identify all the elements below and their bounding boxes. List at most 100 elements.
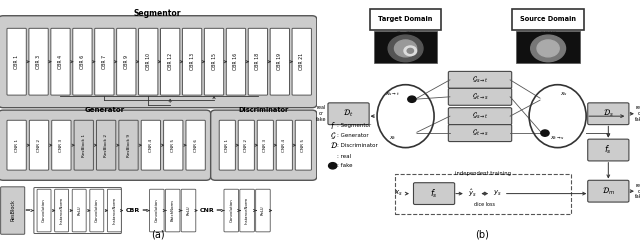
Text: CBR 19: CBR 19: [277, 53, 282, 70]
Text: CNR 3: CNR 3: [60, 139, 63, 152]
Text: CBR 1: CBR 1: [14, 55, 19, 69]
Text: CNR 4: CNR 4: [282, 139, 286, 152]
FancyBboxPatch shape: [211, 110, 317, 180]
FancyBboxPatch shape: [240, 189, 254, 232]
FancyBboxPatch shape: [34, 188, 122, 234]
FancyBboxPatch shape: [139, 28, 158, 95]
Text: CBR 18: CBR 18: [255, 53, 260, 70]
Text: InstanceNorm: InstanceNorm: [60, 197, 63, 224]
FancyBboxPatch shape: [276, 120, 292, 170]
Text: CBR 9: CBR 9: [124, 55, 129, 69]
Text: CBR 16: CBR 16: [234, 53, 239, 70]
FancyBboxPatch shape: [52, 120, 71, 170]
FancyBboxPatch shape: [29, 28, 48, 95]
FancyBboxPatch shape: [292, 28, 312, 95]
FancyBboxPatch shape: [449, 88, 512, 105]
Text: Convolution: Convolution: [95, 199, 99, 222]
Text: Target Domain: Target Domain: [378, 16, 433, 22]
Text: CNR: CNR: [200, 208, 215, 213]
FancyBboxPatch shape: [161, 28, 180, 95]
Text: CBR 4: CBR 4: [58, 55, 63, 69]
FancyBboxPatch shape: [73, 28, 92, 95]
Text: CBR 13: CBR 13: [189, 53, 195, 70]
Text: InstanceNorm: InstanceNorm: [245, 197, 249, 224]
Text: $x_s$: $x_s$: [560, 91, 568, 98]
Text: dice loss: dice loss: [474, 202, 495, 207]
FancyBboxPatch shape: [29, 120, 49, 170]
Circle shape: [541, 96, 549, 102]
Text: ResBlock: ResBlock: [10, 200, 15, 221]
FancyBboxPatch shape: [95, 28, 114, 95]
FancyBboxPatch shape: [1, 187, 25, 234]
FancyBboxPatch shape: [513, 9, 584, 30]
FancyBboxPatch shape: [588, 139, 629, 161]
Text: Discriminator: Discriminator: [239, 106, 289, 113]
Text: CNR 3: CNR 3: [263, 139, 268, 152]
Text: $x_{t \rightarrow s}$: $x_{t \rightarrow s}$: [550, 134, 565, 142]
FancyBboxPatch shape: [220, 120, 236, 170]
FancyBboxPatch shape: [186, 120, 205, 170]
Text: ReLU: ReLU: [77, 206, 81, 215]
Text: $\mathcal{D}_s$: $\mathcal{D}_s$: [603, 108, 614, 120]
Text: $f_s$: $f_s$: [430, 187, 438, 200]
Text: $y_s$: $y_s$: [493, 189, 502, 198]
Text: Convolution: Convolution: [155, 199, 159, 222]
Text: : Generator: : Generator: [337, 133, 369, 138]
Text: $f$: $f$: [330, 120, 335, 131]
Text: $x_{s \rightarrow t}$: $x_{s \rightarrow t}$: [385, 91, 401, 98]
Text: CNR 1: CNR 1: [225, 139, 229, 152]
FancyBboxPatch shape: [37, 189, 51, 232]
Text: $\mathcal{G}_{s \rightarrow t}$: $\mathcal{G}_{s \rightarrow t}$: [472, 75, 488, 85]
Text: CNR 5: CNR 5: [172, 139, 175, 152]
Text: $\mathcal{D}$: $\mathcal{D}$: [330, 140, 337, 150]
Text: $x_s$: $x_s$: [394, 189, 403, 198]
FancyBboxPatch shape: [588, 180, 629, 202]
Text: : Segmentor: : Segmentor: [337, 123, 372, 128]
Text: CBR 7: CBR 7: [102, 55, 107, 69]
FancyBboxPatch shape: [270, 28, 289, 95]
FancyBboxPatch shape: [7, 28, 26, 95]
Text: ResBlock 1: ResBlock 1: [82, 134, 86, 157]
FancyBboxPatch shape: [116, 28, 136, 95]
Text: CBR 12: CBR 12: [168, 53, 173, 70]
FancyBboxPatch shape: [449, 108, 512, 125]
FancyBboxPatch shape: [51, 28, 70, 95]
Text: Source Domain: Source Domain: [520, 16, 576, 22]
Text: : fake: : fake: [337, 163, 353, 168]
FancyBboxPatch shape: [248, 28, 268, 95]
Text: $\mathcal{G}_{t \rightarrow s}$: $\mathcal{G}_{t \rightarrow s}$: [472, 128, 488, 138]
FancyBboxPatch shape: [413, 183, 454, 204]
Text: real
or
fake: real or fake: [316, 106, 327, 122]
FancyBboxPatch shape: [204, 28, 224, 95]
FancyBboxPatch shape: [119, 120, 138, 170]
FancyBboxPatch shape: [141, 120, 161, 170]
Circle shape: [407, 48, 413, 53]
Circle shape: [388, 35, 423, 62]
Text: BatchNorm: BatchNorm: [171, 200, 175, 221]
Circle shape: [328, 153, 337, 159]
Text: InstanceNorm: InstanceNorm: [113, 197, 116, 224]
FancyBboxPatch shape: [374, 31, 437, 63]
FancyBboxPatch shape: [97, 120, 116, 170]
Text: ReLU: ReLU: [186, 206, 191, 215]
Text: CBR 15: CBR 15: [212, 53, 216, 70]
FancyBboxPatch shape: [255, 189, 270, 232]
Text: CBR 3: CBR 3: [36, 55, 41, 69]
Text: independent training: independent training: [455, 171, 511, 176]
Text: $f_s$: $f_s$: [604, 144, 612, 156]
FancyBboxPatch shape: [238, 120, 254, 170]
FancyBboxPatch shape: [0, 16, 317, 108]
Text: ResBlock 2: ResBlock 2: [104, 134, 108, 157]
Text: CBR 10: CBR 10: [146, 53, 151, 70]
FancyBboxPatch shape: [165, 189, 180, 232]
FancyBboxPatch shape: [7, 120, 26, 170]
Text: (BraTS): (BraTS): [396, 31, 416, 36]
FancyBboxPatch shape: [90, 189, 104, 232]
Text: CNR 2: CNR 2: [37, 139, 41, 152]
FancyBboxPatch shape: [54, 189, 68, 232]
FancyBboxPatch shape: [74, 120, 93, 170]
FancyBboxPatch shape: [295, 120, 312, 170]
FancyBboxPatch shape: [227, 28, 246, 95]
FancyBboxPatch shape: [72, 189, 86, 232]
Circle shape: [531, 35, 566, 62]
